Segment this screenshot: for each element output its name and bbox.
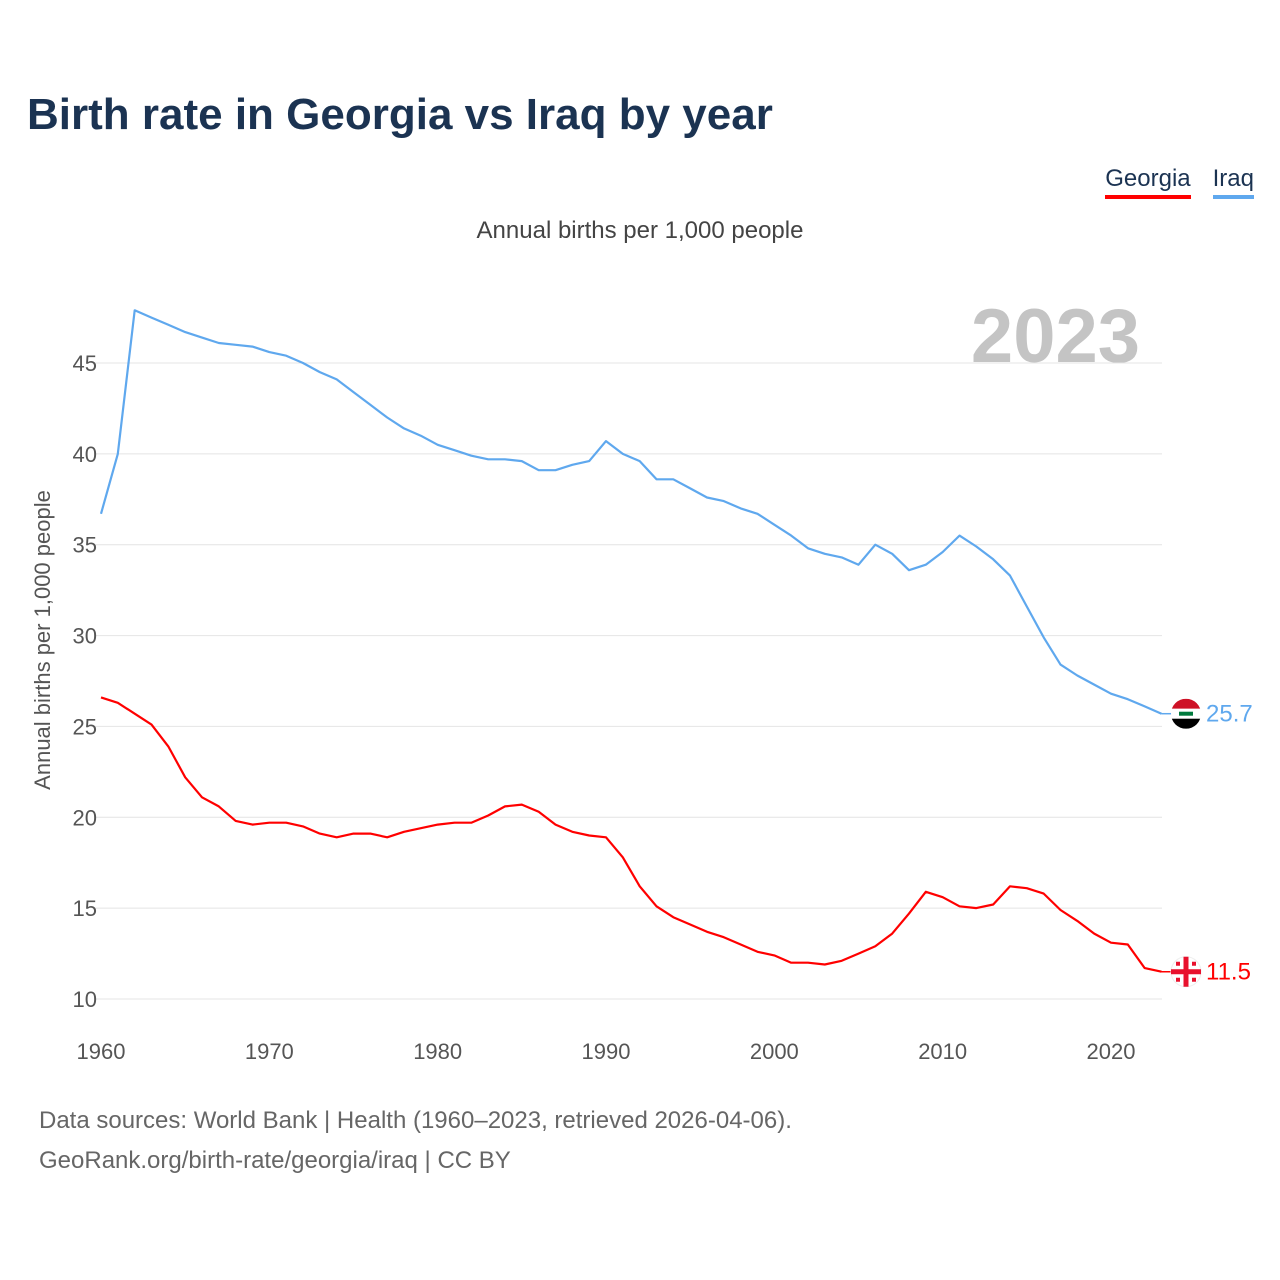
x-tick-label: 2000 (750, 1039, 799, 1064)
y-tick-label: 40 (73, 442, 97, 467)
footer-link[interactable]: GeoRank.org/birth-rate/georgia/iraq | CC… (39, 1147, 511, 1174)
legend-iraq[interactable]: Iraq (1212, 165, 1254, 199)
legend-georgia[interactable]: Georgia (1105, 165, 1191, 199)
chart-title: Birth rate in Georgia vs Iraq by year (27, 90, 773, 139)
x-tick-label: 2020 (1087, 1039, 1136, 1064)
y-tick-label: 15 (73, 896, 97, 921)
series-line-georgia (100, 696, 1162, 973)
end-value-label-georgia: 11.5 (1206, 959, 1251, 986)
end-value-label-iraq: 25.7 (1206, 701, 1253, 728)
y-axis-label: Annual births per 1,000 people (30, 490, 55, 790)
series-line-iraq (99, 309, 1162, 715)
y-tick-label: 25 (73, 714, 97, 739)
x-tick-label: 1960 (77, 1039, 126, 1064)
y-tick-label: 35 (73, 533, 97, 558)
y-tick-label: 45 (73, 351, 97, 376)
footer-sources: Data sources: World Bank | Health (1960–… (39, 1107, 792, 1134)
y-tick-label: 30 (73, 624, 97, 649)
year-watermark: 2023 (971, 294, 1140, 379)
y-tick-label: 10 (73, 987, 97, 1012)
x-tick-label: 1990 (582, 1039, 631, 1064)
x-tick-label: 1970 (245, 1039, 294, 1064)
legend: Georgia Iraq (1105, 165, 1254, 199)
iraq-flag-icon (1171, 698, 1201, 729)
x-tick-label: 2010 (918, 1039, 967, 1064)
georgia-flag-icon (1170, 956, 1202, 988)
chart-subtitle: Annual births per 1,000 people (476, 217, 804, 244)
x-tick-label: 1980 (413, 1039, 462, 1064)
y-tick-label: 20 (73, 805, 97, 830)
